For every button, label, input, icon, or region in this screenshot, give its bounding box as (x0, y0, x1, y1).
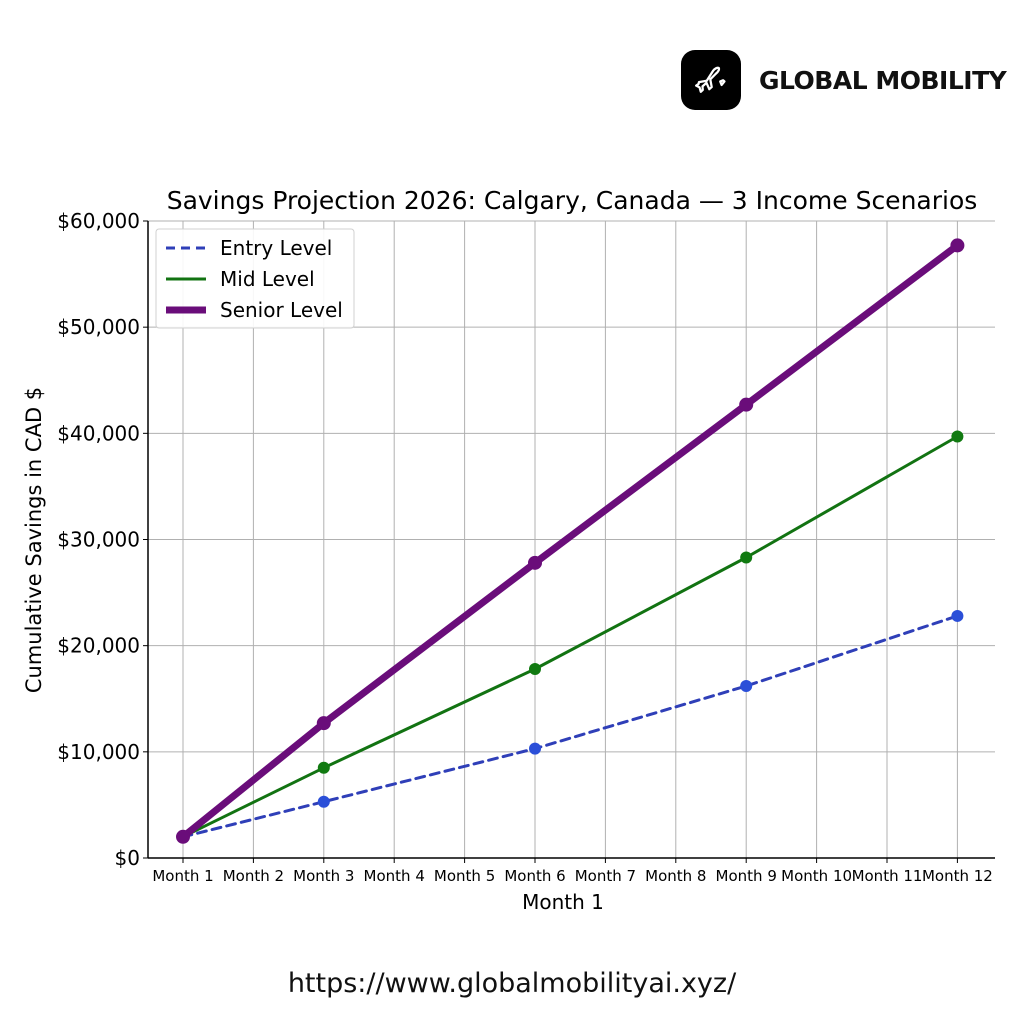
chart-title: Savings Projection 2026: Calgary, Canada… (167, 186, 978, 215)
y-tick-label: $0 (115, 846, 140, 870)
x-tick-label: Month 12 (922, 867, 993, 885)
legend-label: Senior Level (220, 298, 343, 322)
x-tick-labels: Month 1 Month 2 Month 3 Month 4 Month 5 Month… (152, 867, 993, 885)
y-tick-label: $30,000 (57, 528, 140, 552)
data-point-mid-level (740, 551, 753, 564)
legend-label: Entry Level (220, 236, 332, 260)
data-point-senior-level (316, 716, 331, 731)
x-tick-label: Month 6 (504, 867, 565, 885)
data-point-entry-level (529, 742, 541, 755)
data-point-entry-level (951, 609, 964, 622)
airplane-icon (694, 66, 726, 93)
x-tick-label: Month 11 (852, 867, 923, 885)
y-tick-label: $20,000 (57, 634, 140, 658)
legend-box (155, 228, 355, 329)
x-tick-label: Month 9 (716, 867, 777, 885)
data-point-mid-level (529, 663, 541, 676)
data-point-senior-level (739, 397, 754, 412)
data-point-entry-level (317, 795, 330, 808)
data-point-mid-level (317, 761, 330, 774)
series-lines (176, 238, 965, 844)
data-point-senior-level (176, 829, 190, 844)
data-point-mid-level (951, 430, 964, 443)
x-tick-label: Month 8 (645, 867, 706, 885)
x-tick-label: Month 5 (434, 867, 495, 885)
legend-label: Mid Level (220, 267, 315, 291)
y-axis-label: Cumulative Savings in CAD $ (22, 387, 46, 693)
footer-url: https://www.globalmobilityai.xyz/ (287, 968, 737, 999)
data-point-senior-level (528, 555, 542, 570)
brand-logo: GLOBAL MOBILITY (681, 50, 1007, 110)
data-point-senior-level (950, 238, 965, 253)
x-axis-label: Month 1 (522, 890, 604, 914)
series-line-mid-level (181, 435, 959, 839)
x-tick-label: Month 4 (364, 867, 425, 885)
y-tick-label: $50,000 (57, 315, 140, 339)
brand-badge (681, 50, 741, 110)
y-tick-label: $10,000 (57, 740, 140, 764)
x-tick-label: Month 3 (293, 867, 354, 885)
y-tick-label: $40,000 (57, 421, 140, 445)
brand-name: GLOBAL MOBILITY (759, 65, 1007, 95)
x-tick-label: Month 1 (152, 867, 213, 885)
y-tick-labels: $0 $10,000 $20,000 $30,000 $40,000 $50,000 $60… (57, 209, 140, 870)
x-tick-label: Month 7 (575, 867, 636, 885)
grid (148, 220, 995, 858)
x-tick-label: Month 10 (781, 867, 852, 885)
x-tick-label: Month 2 (223, 867, 284, 885)
axes (143, 220, 995, 863)
y-tick-label: $60,000 (57, 209, 140, 233)
data-point-entry-level (740, 680, 753, 693)
series-line-senior-level (179, 241, 961, 841)
legend: Entry Level Mid Level Senior Level (155, 228, 355, 329)
